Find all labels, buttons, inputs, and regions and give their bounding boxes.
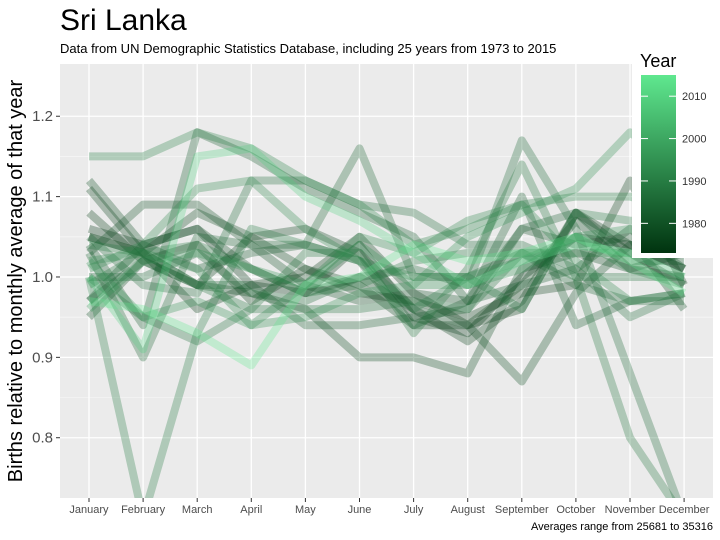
chart-caption: Averages range from 25681 to 35316 (531, 521, 713, 533)
series-line-1978 (86, 248, 685, 378)
series-line-1977 (87, 208, 686, 330)
y-tick-label: 1.2 (32, 108, 53, 125)
plot-panel (60, 64, 713, 498)
legend-tick-label: 2010 (682, 91, 706, 103)
series-line-1990 (85, 208, 685, 498)
series-line-1982 (85, 128, 687, 330)
legend-tick-label: 1980 (682, 218, 706, 230)
series-line-2010 (85, 144, 686, 354)
series-line-1988 (86, 160, 676, 498)
series-line-1979 (85, 177, 686, 386)
y-axis: 0.8 0.9 1.0 1.1 1.2 (32, 108, 60, 447)
chart-title: Sri Lanka (60, 4, 187, 37)
series-lines (85, 128, 688, 498)
series-line-1987 (86, 248, 685, 346)
legend-tick-label: 2000 (682, 134, 706, 146)
chart-subtitle: Data from UN Demographic Statistics Data… (60, 41, 556, 56)
series-line-1981 (86, 192, 685, 330)
y-tick-label: 1.1 (32, 189, 53, 206)
legend-tick-label: 1990 (682, 176, 706, 188)
grid (60, 64, 713, 498)
x-tick-label: June (348, 504, 372, 516)
x-tick-label: October (556, 504, 595, 516)
series-line-1983 (86, 208, 685, 330)
x-tick-label: February (121, 504, 166, 516)
series-line-1994 (86, 128, 687, 330)
x-tick-label: May (295, 504, 316, 516)
series-line-1991 (89, 128, 686, 249)
series-line-1989 (88, 240, 685, 298)
y-tick-label: 0.9 (32, 349, 53, 366)
series-line-1976 (85, 186, 687, 346)
series-line-1974 (87, 208, 685, 330)
series-line-1984 (85, 144, 685, 362)
y-axis-label: Births relative to monthly average of th… (5, 79, 27, 482)
y-tick-label: 0.8 (32, 430, 53, 447)
y-tick-label: 1.0 (32, 269, 53, 286)
series-line-1980 (86, 200, 688, 312)
legend-colorbar (641, 75, 676, 253)
x-tick-label: January (69, 504, 109, 516)
series-line-1995 (86, 224, 686, 313)
x-tick-label: April (240, 504, 262, 516)
series-line-1975 (86, 176, 688, 322)
x-tick-label: December (659, 504, 710, 516)
x-tick-label: July (404, 504, 424, 516)
series-line-1993 (87, 176, 686, 289)
x-tick-label: November (605, 504, 656, 516)
series-line-1985 (89, 136, 681, 498)
series-line-1986 (86, 176, 686, 322)
legend-title: Year (640, 51, 676, 71)
x-axis: January February March April May June July Augu… (69, 498, 710, 516)
series-line-1973 (87, 224, 686, 338)
series-line-1992 (88, 200, 685, 330)
series-line-2015 (88, 232, 687, 370)
x-tick-label: August (451, 504, 485, 516)
x-tick-label: September (495, 504, 549, 516)
legend: Year 1980 1990 2000 2010 (632, 45, 714, 258)
x-tick-label: March (182, 504, 213, 516)
